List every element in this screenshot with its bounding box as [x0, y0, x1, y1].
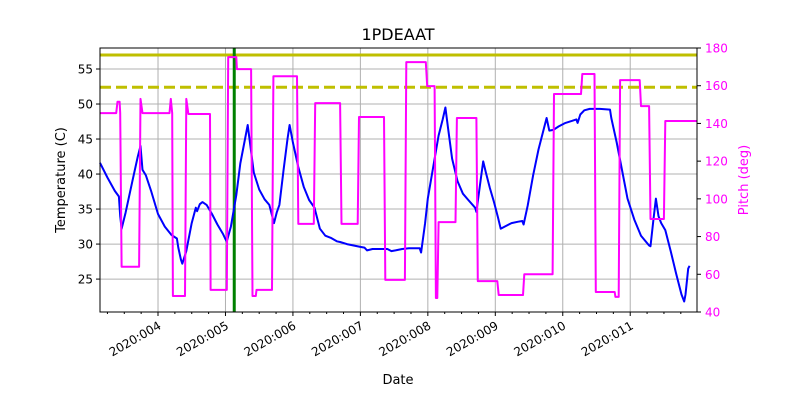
- y-axis-label: Temperature (C): [54, 127, 69, 234]
- reference-lines: [100, 48, 697, 312]
- y-tick-label: 25: [78, 273, 93, 287]
- y-axis-right: 40 60 80 100 120 140 160 180: [697, 42, 728, 320]
- y2-tick-label: 80: [705, 230, 720, 244]
- x-axis-label: Date: [382, 373, 413, 388]
- y-tick-label: 30: [78, 238, 93, 252]
- y2-tick-label: 120: [705, 155, 728, 169]
- y-tick-label: 55: [78, 63, 93, 77]
- y-tick-label: 45: [78, 133, 93, 147]
- pitch-line: [100, 56, 697, 299]
- y-tick-label: 35: [78, 203, 93, 217]
- x-tick-label: 2020:008: [377, 318, 434, 359]
- y2-tick-label: 100: [705, 192, 728, 206]
- x-tick-label: 2020:004: [107, 318, 164, 359]
- temperature-line: [99, 106, 691, 303]
- x-tick-label: 2020:009: [444, 318, 501, 359]
- x-tick-label: 2020:011: [579, 318, 636, 359]
- plot-frame: [99, 47, 698, 313]
- grid-lines: [100, 48, 697, 312]
- y2-tick-label: 160: [705, 79, 728, 93]
- data-series: [99, 56, 697, 303]
- x-tick-label: 2020:010: [511, 318, 568, 359]
- y-axis-left: 25 30 35 40 45 50 55: [78, 63, 100, 287]
- y2-tick-label: 40: [705, 306, 720, 320]
- y2-tick-label: 140: [705, 117, 728, 131]
- y2-tick-label: 60: [705, 268, 720, 282]
- y-tick-label: 40: [78, 168, 93, 182]
- y2-tick-label: 180: [705, 42, 728, 56]
- x-tick-label: 2020:006: [242, 318, 299, 359]
- x-tick-label: 2020:005: [174, 318, 231, 359]
- y2-axis-label: Pitch (deg): [737, 145, 752, 215]
- x-axis: 2020:004 2020:005 2020:006 2020:007 2020:008…: [107, 312, 682, 359]
- chart-title: 1PDEAAT: [361, 25, 434, 44]
- y-tick-label: 50: [78, 98, 93, 112]
- x-tick-label: 2020:007: [309, 318, 366, 359]
